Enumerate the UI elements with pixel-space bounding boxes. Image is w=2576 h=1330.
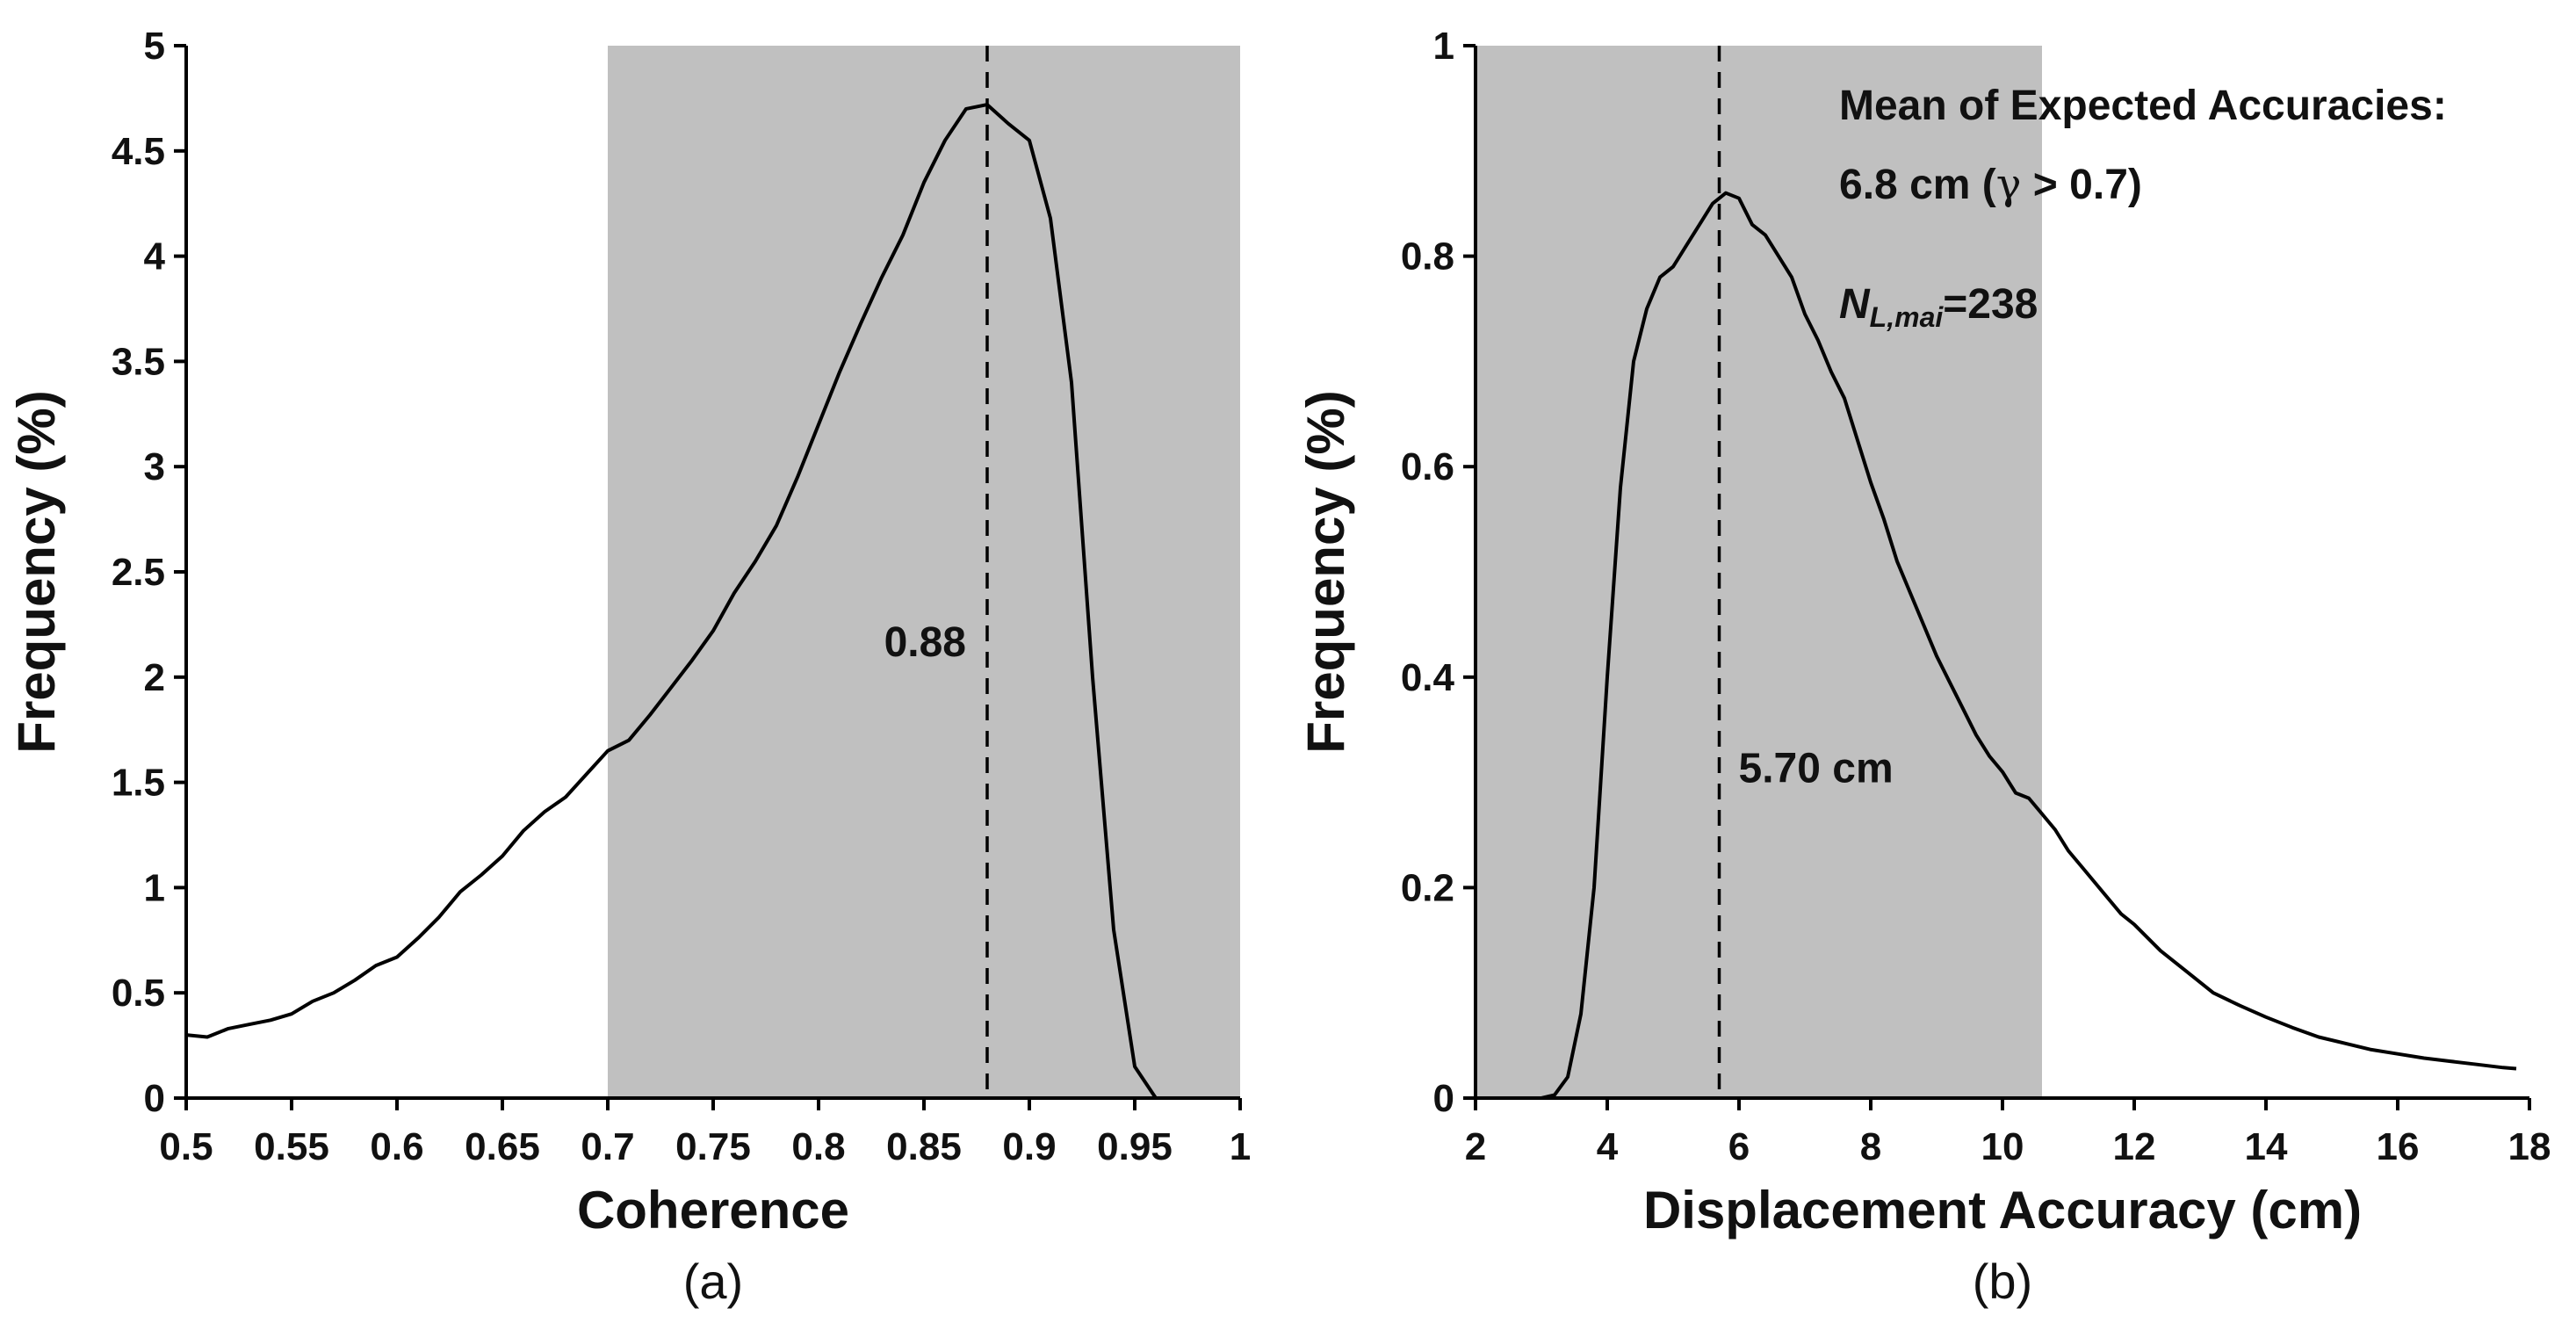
mean-condition-text: > 0.7) — [2021, 162, 2141, 208]
nl-value: =238 — [1943, 281, 2038, 328]
x-tick-label: 4 — [1597, 1125, 1619, 1168]
x-tick-label: 0.9 — [1002, 1125, 1056, 1168]
y-tick-label: 1 — [144, 866, 165, 909]
x-tick-label: 0.8 — [791, 1125, 845, 1168]
x-tick-label: 6 — [1728, 1125, 1750, 1168]
x-tick-label: 0.6 — [370, 1125, 423, 1168]
panel-b-mean-value: 6.8 cm (γ > 0.7) — [1839, 160, 2142, 209]
x-tick-label: 0.65 — [465, 1125, 540, 1168]
x-tick-label: 16 — [2377, 1125, 2420, 1168]
panel-b-shaded-region — [1476, 46, 2042, 1098]
panel-a-reference-label: 0.88 — [884, 619, 966, 666]
panel-b-looks-annotation: NL,mai=238 — [1839, 281, 2038, 333]
panel-b-axes — [1463, 44, 2531, 1110]
panel-a-x-axis-label: Coherence — [577, 1181, 849, 1240]
nl-subscript: L,mai — [1870, 301, 1945, 333]
panel-b-y-axis-label: Frequency (%) — [1296, 390, 1355, 753]
gamma-symbol: γ — [1996, 160, 2022, 209]
x-tick-label: 0.75 — [675, 1125, 751, 1168]
panel-b-ticks: 00.20.40.60.812 4 6 8 10 12 14 16 18 — [1401, 25, 2551, 1168]
x-tick-label: 0.95 — [1097, 1125, 1173, 1168]
y-tick-label: 0.8 — [1401, 235, 1454, 278]
x-tick-label: 8 — [1860, 1125, 1881, 1168]
panel-a-ticks: 0 0.5 1 1.5 2 2.5 3 3.5 4 4.5 5 0.5 0.55 0.6 0.65 0.7 0.… — [112, 25, 1251, 1168]
panel-a-caption: (a) — [683, 1254, 743, 1309]
x-tick-label: 10 — [1981, 1125, 2024, 1168]
mean-value-text: 6.8 cm ( — [1839, 162, 1996, 208]
y-tick-label: 0.5 — [112, 972, 165, 1015]
x-tick-label: 0.85 — [886, 1125, 962, 1168]
y-tick-label: 3.5 — [112, 340, 165, 383]
y-tick-label: 0.6 — [1401, 445, 1454, 488]
y-tick-label: 4 — [144, 235, 166, 278]
panel-a-series-line — [185, 103, 1158, 1100]
y-tick-label: 2 — [144, 656, 165, 699]
y-tick-label: 0 — [144, 1077, 165, 1120]
panel-b-reference-label: 5.70 cm — [1739, 746, 1894, 792]
x-tick-label: 18 — [2508, 1125, 2551, 1168]
x-tick-label: 0.7 — [581, 1125, 634, 1168]
y-tick-label: 0 — [1433, 1077, 1454, 1120]
panel-b-mean-title: Mean of Expected Accuracies: — [1839, 83, 2447, 129]
x-tick-label: 14 — [2245, 1125, 2288, 1168]
x-tick-label: 0.5 — [159, 1125, 213, 1168]
x-tick-label: 2 — [1465, 1125, 1486, 1168]
y-tick-label: 3 — [144, 445, 165, 488]
panel-b-x-axis-label: Displacement Accuracy (cm) — [1643, 1181, 2362, 1240]
y-tick-label: 4.5 — [112, 130, 165, 173]
panel-b-chart: 00.20.40.60.812 4 6 8 10 12 14 16 18 5.70 cm Dis… — [1296, 25, 2551, 1309]
y-tick-label: 0.4 — [1401, 656, 1455, 699]
panel-b-caption: (b) — [1973, 1254, 2032, 1309]
y-tick-label: 0.2 — [1401, 866, 1454, 909]
panel-b-series-line — [1541, 191, 2517, 1100]
panel-a-axes — [174, 44, 1242, 1110]
panel-a-chart: 0 0.5 1 1.5 2 2.5 3 3.5 4 4.5 5 0.5 0.55 0.6 0.65 0.7 0.… — [7, 25, 1251, 1309]
x-tick-label: 0.55 — [254, 1125, 329, 1168]
x-tick-label: 1 — [1230, 1125, 1251, 1168]
y-tick-label: 2.5 — [112, 551, 165, 594]
panel-a-y-axis-label: Frequency (%) — [7, 390, 66, 753]
y-tick-label: 1.5 — [112, 762, 165, 805]
x-tick-label: 12 — [2113, 1125, 2156, 1168]
y-tick-label: 5 — [144, 25, 165, 68]
panel-a-shaded-region — [608, 46, 1240, 1098]
y-tick-label: 1 — [1433, 25, 1454, 68]
nl-symbol: N — [1839, 281, 1871, 328]
